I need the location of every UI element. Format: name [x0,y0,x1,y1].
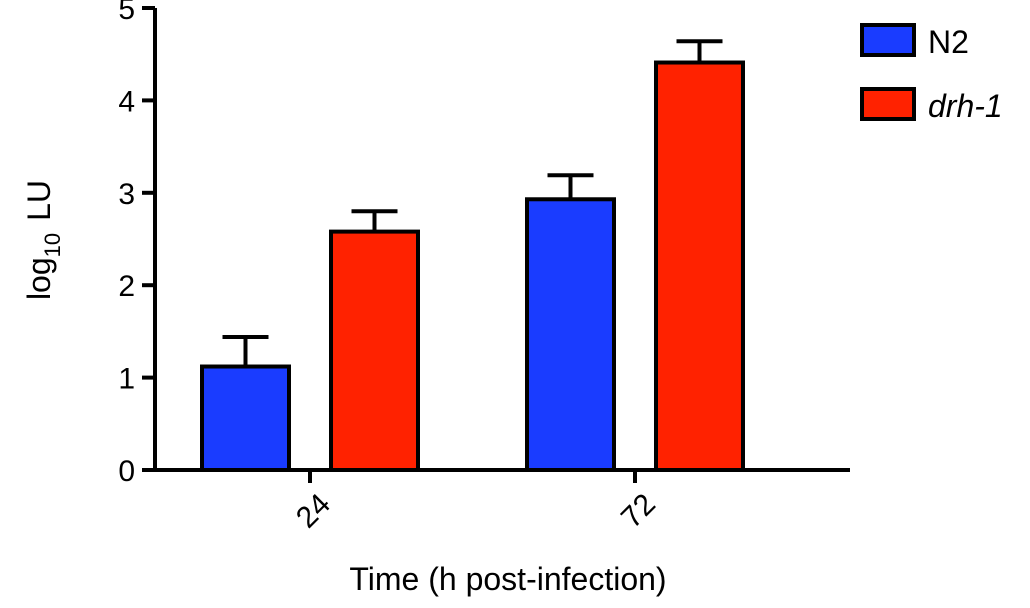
y-axis-title: log10 LU [21,180,65,300]
bar [200,364,291,472]
legend-label: drh-1 [928,88,1003,124]
y-tick-label: 2 [118,270,135,303]
error-bars [222,39,723,367]
x-tick-label: 24 [290,488,337,535]
y-tick-label: 5 [118,0,135,26]
bar [525,197,616,472]
y-tick-label: 0 [118,455,135,488]
y-axis-title-suffix: LU [21,180,57,221]
legend-label: N2 [928,24,969,60]
x-axis-title: Time (h post-infection) [349,561,666,597]
bar [654,60,745,473]
bar [329,229,420,472]
legend: N2 drh-1 [860,23,1003,124]
svg-text:log10LU: log10 LU [21,180,65,300]
bars [200,60,745,473]
y-tick-label: 1 [118,363,135,396]
legend-swatch [860,87,916,121]
x-tick-label: 72 [615,488,662,535]
y-axis-title-subscript: 10 [40,233,65,257]
y-axis-title-main: log [21,257,57,300]
y-tick-label: 4 [118,85,135,118]
legend-swatch [860,23,916,57]
y-tick-label: 3 [118,178,135,211]
